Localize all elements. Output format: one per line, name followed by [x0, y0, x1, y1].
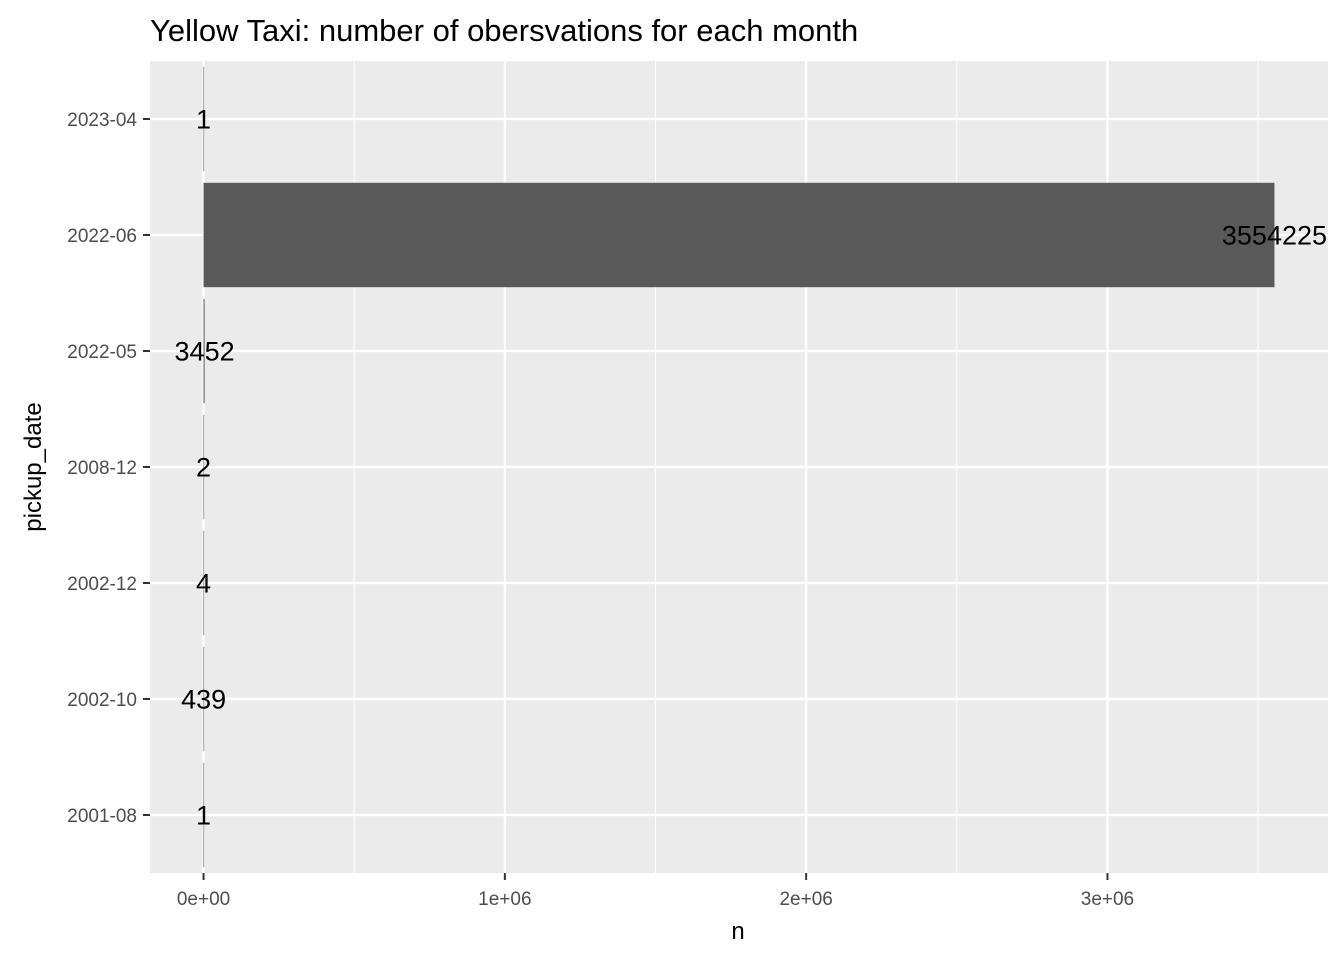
data-label: 3554225 — [1222, 221, 1327, 251]
y-axis-title: pickup_date — [20, 402, 47, 531]
data-label: 439 — [181, 685, 226, 715]
y-tick-label: 2001-08 — [67, 806, 137, 827]
data-label: 4 — [196, 569, 211, 599]
y-tick-label: 2023-04 — [67, 110, 137, 131]
bar — [203, 298, 205, 404]
bar — [203, 414, 205, 520]
chart-title: Yellow Taxi: number of obersvations for … — [150, 13, 858, 48]
y-tick-label: 2002-12 — [67, 574, 137, 595]
data-label: 1 — [196, 801, 211, 831]
bar — [203, 530, 205, 636]
data-label: 2 — [196, 453, 211, 483]
y-tick-label: 2022-06 — [67, 226, 137, 247]
x-tick-label: 3e+06 — [1081, 889, 1134, 910]
x-axis: 0e+00 1e+06 2e+06 3e+06 — [177, 873, 1134, 910]
y-tick-label: 2008-12 — [67, 458, 137, 479]
y-tick-label: 2022-05 — [67, 342, 137, 363]
x-axis-title: n — [731, 918, 744, 945]
bars — [203, 66, 1275, 868]
bar — [203, 182, 1275, 288]
bar — [203, 646, 205, 752]
data-label: 1 — [196, 105, 211, 135]
x-tick-label: 0e+00 — [177, 889, 230, 910]
x-tick-label: 1e+06 — [478, 889, 531, 910]
bar — [203, 66, 205, 172]
bar — [203, 762, 205, 868]
y-axis: 2001-08 2002-10 2002-12 2008-12 2022-05 2022-… — [67, 110, 150, 827]
data-label: 3452 — [175, 337, 235, 367]
x-tick-label: 2e+06 — [779, 889, 832, 910]
data-labels: 1 439 4 2 3452 3554225 1 — [175, 105, 1327, 831]
y-tick-label: 2002-10 — [67, 690, 137, 711]
